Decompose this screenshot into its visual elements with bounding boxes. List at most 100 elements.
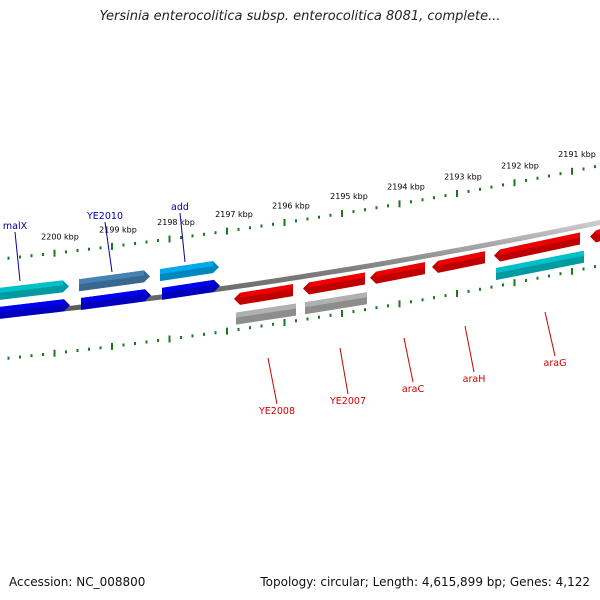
inner-tick: [502, 283, 504, 287]
gene-malx-highlight: [0, 280, 63, 293]
outer-tick: [53, 249, 56, 257]
gene-label-ye2010[interactable]: YE2010: [86, 211, 123, 222]
gene-ye2007-highlight: [309, 272, 365, 288]
outer-tick: [479, 187, 481, 191]
outer-tick: [237, 227, 240, 231]
gene-label-add[interactable]: add: [171, 202, 189, 213]
scale-label: 2192 kbp: [501, 162, 539, 171]
inner-tick: [53, 349, 56, 357]
outer-tick: [180, 236, 182, 239]
inner-tick: [594, 265, 596, 269]
inner-tick: [364, 308, 366, 312]
gene-label-line: [403, 337, 414, 383]
inner-tick: [42, 353, 44, 356]
gene-label-line: [179, 212, 186, 263]
outer-tick: [283, 219, 286, 226]
inner-tick: [168, 335, 171, 343]
outer-tick: [352, 210, 355, 214]
outer-tick: [329, 213, 332, 217]
inner-tick: [467, 289, 470, 293]
gene-feature-highlight: [162, 279, 214, 293]
outer-tick: [122, 243, 125, 247]
gene-feature-highlight: [496, 250, 584, 274]
inner-tick: [214, 331, 217, 335]
accession-label: Accession: NC_008800: [9, 575, 146, 589]
inner-tick: [536, 276, 539, 280]
gene-label-malx[interactable]: malX: [3, 221, 28, 232]
inner-tick: [237, 327, 240, 331]
gene-label-ye2008[interactable]: YE2008: [258, 406, 295, 417]
gene-label-arah[interactable]: araH: [463, 374, 486, 385]
outer-tick: [76, 249, 79, 252]
outer-tick: [456, 190, 458, 197]
inner-tick: [272, 322, 274, 326]
outer-tick: [398, 200, 401, 208]
inner-tick: [111, 342, 113, 350]
inner-tick: [490, 285, 493, 289]
map-title: Yersinia enterocolitica subsp. enterocol…: [99, 9, 501, 24]
scale-label: 2196 kbp: [272, 201, 310, 210]
inner-tick: [203, 332, 205, 336]
inner-tick: [410, 300, 412, 304]
inner-tick: [548, 274, 550, 278]
outer-tick: [226, 227, 228, 235]
outer-tick: [490, 185, 493, 189]
inner-tick: [7, 356, 10, 360]
gene-ye2010-highlight: [79, 270, 144, 285]
inner-tick: [318, 315, 320, 319]
gene-label-arag[interactable]: araG: [544, 358, 567, 369]
gene-label-line: [267, 357, 278, 405]
outer-tick: [582, 167, 585, 171]
inner-tick: [122, 343, 125, 347]
outer-tick: [548, 174, 550, 178]
inner-tick: [65, 350, 67, 354]
outer-tick: [168, 235, 171, 243]
outer-tick: [387, 204, 389, 208]
scale-label: 2193 kbp: [444, 172, 482, 181]
outer-scale-ticks: [7, 165, 596, 260]
inner-tick: [180, 336, 182, 339]
inner-tick: [329, 313, 332, 317]
inner-tick: [226, 327, 228, 335]
outer-tick: [467, 189, 470, 193]
outer-tick: [111, 242, 113, 250]
inner-tick: [19, 355, 21, 359]
inner-tick: [513, 279, 516, 287]
outer-tick: [272, 222, 274, 226]
outer-tick: [134, 242, 136, 245]
outer-tick: [306, 217, 309, 221]
inner-tick: [157, 339, 159, 342]
gene-label-line: [339, 347, 349, 395]
inner-tick: [260, 324, 263, 328]
outer-tick: [513, 179, 516, 187]
outer-tick: [203, 232, 205, 236]
outer-tick: [260, 224, 263, 228]
inner-tick: [421, 298, 424, 302]
outer-tick: [364, 208, 366, 212]
scale-label: 2200 kbp: [41, 232, 79, 241]
outer-tick: [502, 183, 504, 187]
outer-tick: [571, 167, 573, 175]
outer-tick: [42, 253, 44, 256]
outer-tick: [7, 256, 10, 260]
inner-tick: [88, 347, 90, 351]
gene-labels: malX YE2010 add YE2008 YE2007 araC araH araG: [3, 202, 567, 417]
gene-feature-highlight: [596, 229, 600, 236]
outer-tick: [594, 165, 596, 169]
gene-label-arac[interactable]: araC: [402, 384, 425, 395]
inner-tick: [145, 340, 148, 344]
inner-tick: [341, 310, 343, 317]
scale-labels: 2191 kbp 2192 kbp 2193 kbp 2194 kbp 2195 kbp…: [41, 150, 596, 241]
inner-tick: [99, 346, 102, 350]
outer-tick: [536, 176, 539, 180]
outer-tick: [214, 231, 217, 235]
gene-label-line: [104, 221, 113, 273]
outer-tick: [525, 179, 527, 182]
inner-tick: [295, 319, 297, 323]
gene-arah-highlight: [438, 251, 485, 266]
outer-tick: [145, 240, 148, 244]
gene-ye2008-highlight: [240, 284, 293, 298]
outer-tick: [410, 200, 412, 204]
gene-label-ye2007[interactable]: YE2007: [329, 396, 366, 407]
